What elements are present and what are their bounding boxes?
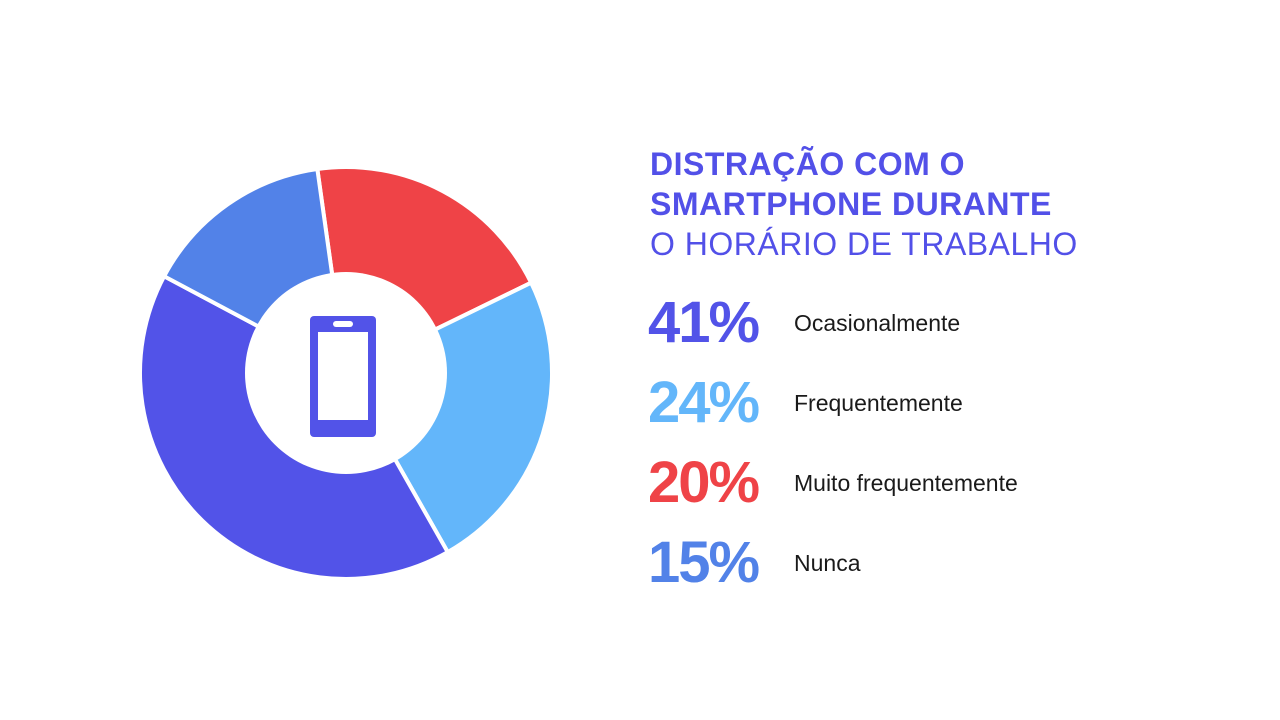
legend-row-frequentemente: 24% Frequentemente [648, 368, 1248, 448]
smartphone-icon [310, 316, 376, 437]
title-line-1: DISTRAÇÃO COM O [650, 146, 966, 182]
legend-label-nunca: Nunca [794, 550, 861, 576]
legend-label-ocasionalmente: Ocasionalmente [794, 310, 961, 336]
chart-title: DISTRAÇÃO COM O SMARTPHONE DURANTE O HOR… [650, 144, 1250, 264]
legend-label-muito-frequentemente: Muito frequentemente [794, 470, 1018, 496]
legend-percent-nunca: 15% [648, 530, 760, 595]
legend-row-muito-frequentemente: 20% Muito frequentemente [648, 448, 1248, 528]
legend-percent-muito-frequentemente: 20% [648, 450, 760, 515]
legend-label-frequentemente: Frequentemente [794, 390, 963, 416]
donut-chart [138, 165, 554, 581]
legend-percent-frequentemente: 24% [648, 370, 760, 435]
legend-row-ocasionalmente: 41% Ocasionalmente [648, 288, 1248, 368]
legend-row-nunca: 15% Nunca [648, 528, 1248, 608]
title-line-3: O HORÁRIO DE TRABALHO [650, 226, 1078, 262]
legend-percent-ocasionalmente: 41% [648, 290, 760, 355]
title-line-2: SMARTPHONE DURANTE [650, 186, 1052, 222]
legend: 41% Ocasionalmente 24% Frequentemente 20… [648, 288, 1248, 608]
